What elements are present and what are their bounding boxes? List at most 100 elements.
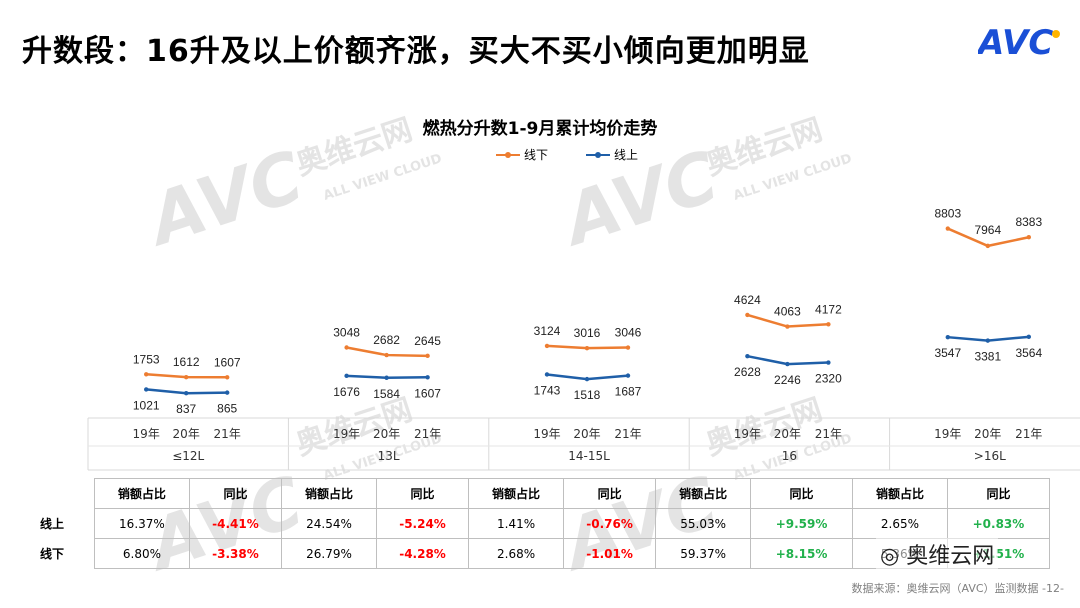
data-label: 1753 <box>133 352 160 366</box>
data-label: 1518 <box>574 388 601 402</box>
header-share-4: 销额占比 <box>655 478 752 509</box>
corner-cell <box>30 479 95 509</box>
row-label-online: 线上 <box>40 517 65 531</box>
data-point <box>785 361 790 367</box>
year-tick-label: 19年 <box>533 427 560 441</box>
data-label: 2645 <box>414 334 441 348</box>
online-share-3: 1.41% <box>468 508 564 539</box>
data-point <box>826 322 831 327</box>
source-note: 数据来源：奥维云网（AVC）监测数据 -12- <box>851 582 1064 595</box>
year-tick-label: 19年 <box>333 427 360 441</box>
data-point <box>785 324 790 329</box>
offline-share-4: 59.37% <box>655 538 752 569</box>
data-label: 3046 <box>615 326 642 340</box>
data-point <box>945 334 950 340</box>
chart-legend: 线下 线上 <box>496 146 638 163</box>
group-label: 13L <box>378 449 400 463</box>
online-share-5: 2.65% <box>852 508 948 539</box>
avc-logo: AVC <box>975 22 1066 66</box>
share-yoy-table: 销额占比 同比 销额占比 同比 销额占比 同比 销额占比 同比 销额占比 同比 … <box>30 478 1051 569</box>
group-label: >16L <box>974 449 1006 463</box>
online-yoy-1: -4.41% <box>188 508 283 539</box>
data-point <box>1026 334 1032 340</box>
data-point <box>144 372 149 377</box>
wechat-watermark: ◎ 奥维云网 <box>876 538 999 570</box>
slide-title: 升数段：16升及以上价额齐涨，买大不买小倾向更加明显 <box>22 34 810 69</box>
header-share-5: 销额占比 <box>852 478 948 509</box>
header-yoy-4: 同比 <box>750 478 854 509</box>
data-point <box>945 226 950 231</box>
year-tick-label: 21年 <box>815 427 842 441</box>
data-label: 8803 <box>934 207 961 221</box>
data-label: 4624 <box>734 293 761 307</box>
logo-text: AVC <box>978 23 1053 62</box>
header-yoy-1: 同比 <box>188 478 283 509</box>
year-tick-label: 19年 <box>734 427 761 441</box>
data-label: 4172 <box>815 302 842 316</box>
year-tick-label: 20年 <box>173 427 200 441</box>
data-point <box>985 243 990 249</box>
group-label: 16 <box>782 449 797 463</box>
data-label: 2320 <box>815 372 842 386</box>
online-yoy-3: -0.76% <box>562 508 657 539</box>
data-label: 2246 <box>774 373 801 387</box>
year-tick-label: 21年 <box>414 427 441 441</box>
year-tick-label: 21年 <box>1015 427 1042 441</box>
data-point <box>544 372 550 377</box>
table-header-row: 销额占比 同比 销额占比 同比 销额占比 同比 销额占比 同比 销额占比 同比 <box>30 478 1051 509</box>
data-label: 2628 <box>734 365 761 379</box>
year-tick-label: 20年 <box>774 427 801 441</box>
header-yoy-3: 同比 <box>562 478 657 509</box>
year-tick-label: 20年 <box>573 427 600 441</box>
data-point <box>225 375 230 380</box>
header-share-3: 销额占比 <box>468 478 564 509</box>
year-tick-label: 19年 <box>934 427 961 441</box>
header-share-2: 销额占比 <box>281 478 377 509</box>
group-label: 14-15L <box>568 449 610 463</box>
data-label: 1607 <box>214 355 241 369</box>
data-label: 1676 <box>333 385 360 399</box>
data-point <box>384 375 389 380</box>
offline-yoy-2: -4.28% <box>375 538 470 569</box>
data-label: 3048 <box>333 325 360 339</box>
group-label: ≤12L <box>172 449 204 463</box>
data-label: 1687 <box>615 385 642 399</box>
data-point <box>584 376 590 382</box>
data-point <box>184 374 189 380</box>
legend-swatch-offline <box>496 150 520 160</box>
data-label: 1607 <box>414 386 441 400</box>
data-point <box>745 312 750 318</box>
data-point <box>344 373 349 379</box>
data-point <box>225 390 230 395</box>
data-label: 1612 <box>173 355 200 369</box>
online-share-2: 24.54% <box>281 508 377 539</box>
offline-share-2: 26.79% <box>281 538 377 569</box>
header-share-1: 销额占比 <box>94 478 190 509</box>
data-label: 3564 <box>1015 346 1042 360</box>
data-label: 3381 <box>974 350 1001 364</box>
data-point <box>1026 235 1032 240</box>
data-point <box>144 387 149 392</box>
data-point <box>544 343 550 349</box>
data-label: 837 <box>176 402 196 416</box>
data-point <box>584 345 590 351</box>
data-point <box>745 353 750 359</box>
wechat-label: 奥维云网 <box>906 544 995 569</box>
data-label: 8383 <box>1015 215 1042 229</box>
offline-share-1: 6.80% <box>94 538 190 569</box>
year-tick-label: 20年 <box>974 427 1001 441</box>
legend-label-online: 线上 <box>614 148 639 162</box>
table-row-online: 线上 16.37% -4.41% 24.54% -5.24% 1.41% -0.… <box>30 508 1051 539</box>
data-point <box>344 345 349 350</box>
data-point <box>425 353 430 359</box>
data-point <box>985 338 990 343</box>
legend-item-online: 线上 <box>586 146 638 163</box>
year-tick-label: 20年 <box>373 427 400 441</box>
header-yoy-5: 同比 <box>946 478 1051 509</box>
data-point <box>625 345 631 350</box>
data-label: 7964 <box>974 223 1001 237</box>
year-tick-label: 21年 <box>214 427 241 441</box>
online-yoy-5: +0.83% <box>946 508 1051 539</box>
legend-label-offline: 线下 <box>524 148 549 162</box>
